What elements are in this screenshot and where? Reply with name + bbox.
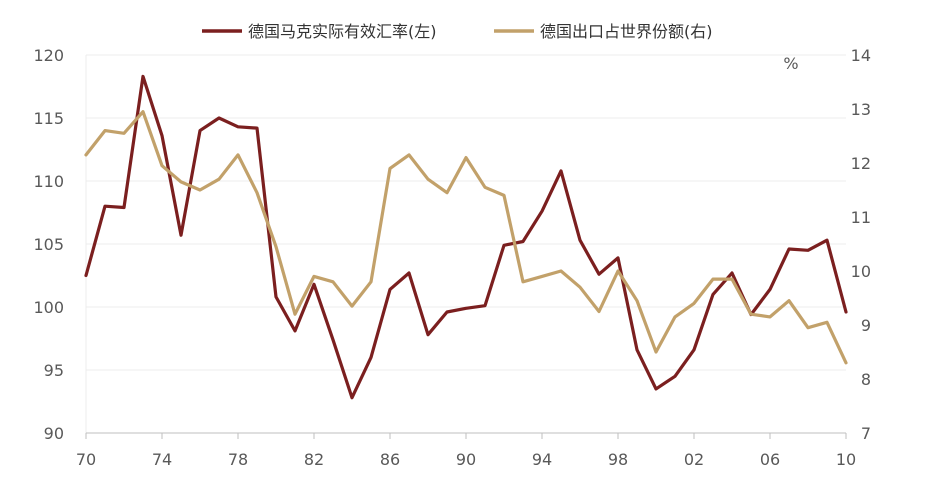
y-left-tick-label: 105 <box>33 235 64 254</box>
series-layer <box>84 74 848 400</box>
x-tick-label: 70 <box>76 450 96 469</box>
y-left-tick-label: 95 <box>44 361 64 380</box>
legend-item-export-share: 德国出口占世界份额(右) <box>494 22 713 41</box>
legend-label: 德国马克实际有效汇率(左) <box>248 22 437 41</box>
y-left-tick-label: 115 <box>33 109 64 128</box>
x-tick-label: 02 <box>684 450 704 469</box>
y-left-tick-label: 90 <box>44 424 64 443</box>
series-line-export-share <box>84 110 848 365</box>
y-right-tick-label: 13 <box>851 100 871 119</box>
x-tick-label: 86 <box>380 450 400 469</box>
y-right-tick-label: 12 <box>851 154 871 173</box>
right-axis-unit-label: % <box>783 54 798 73</box>
y-right-tick-label: 10 <box>851 262 871 281</box>
x-tick-label: 74 <box>152 450 172 469</box>
y-left-tick-label: 110 <box>33 172 64 191</box>
legend-item-exchange-rate: 德国马克实际有效汇率(左) <box>202 22 437 41</box>
y-right-tick-label: 9 <box>861 316 871 335</box>
y-left-tick-label: 120 <box>33 46 64 65</box>
x-tick-label: 06 <box>760 450 780 469</box>
series-line-exchange-rate <box>84 74 848 400</box>
y-right-tick-label: 11 <box>851 208 871 227</box>
x-tick-label: 98 <box>608 450 628 469</box>
y-right-tick-label: 14 <box>851 46 871 65</box>
x-tick-label: 78 <box>228 450 248 469</box>
x-tick-label: 90 <box>456 450 476 469</box>
legend-label: 德国出口占世界份额(右) <box>540 22 713 41</box>
y-left-tick-label: 100 <box>33 298 64 317</box>
x-tick-label: 94 <box>532 450 552 469</box>
y-right-tick-label: 8 <box>861 370 871 389</box>
x-tick-label: 82 <box>304 450 324 469</box>
x-tick-label: 10 <box>836 450 856 469</box>
legend: 德国马克实际有效汇率(左) 德国出口占世界份额(右) <box>202 22 713 41</box>
grid-layer <box>85 54 846 434</box>
y-right-tick-label: 7 <box>861 424 871 443</box>
